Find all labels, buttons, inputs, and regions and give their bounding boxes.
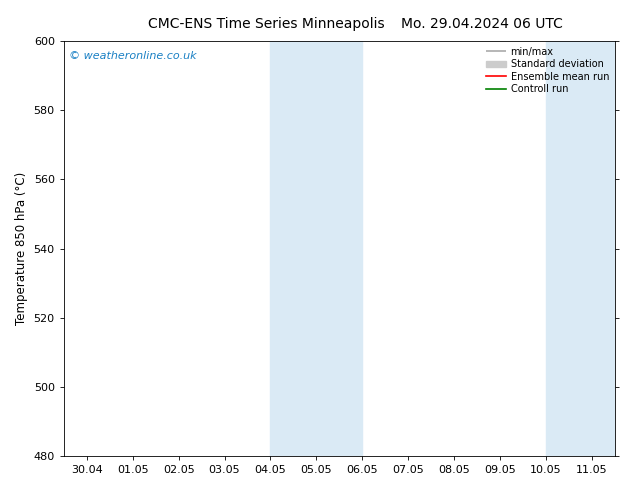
Text: © weatheronline.co.uk: © weatheronline.co.uk [69,51,197,61]
Text: CMC-ENS Time Series Minneapolis: CMC-ENS Time Series Minneapolis [148,17,385,31]
Bar [271,41,362,456]
Bar [546,41,615,456]
Y-axis label: Temperature 850 hPa (°C): Temperature 850 hPa (°C) [15,172,28,325]
Legend: min/max, Standard deviation, Ensemble mean run, Controll run: min/max, Standard deviation, Ensemble me… [483,44,612,97]
Text: Mo. 29.04.2024 06 UTC: Mo. 29.04.2024 06 UTC [401,17,563,31]
